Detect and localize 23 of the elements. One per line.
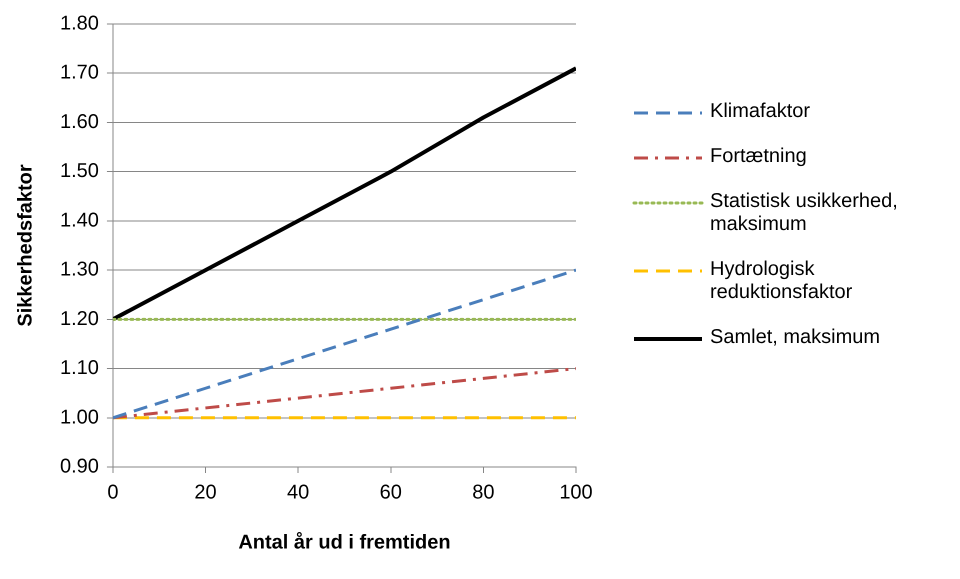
legend-label: Statistisk usikkerhed, maksimum: [710, 190, 899, 236]
y-tick-label: 0.90: [60, 456, 99, 478]
legend-label: Fortætning: [710, 145, 807, 168]
x-tick-label: 20: [194, 482, 217, 504]
x-tick-label: 60: [380, 482, 402, 504]
legend-label: Hydrologisk reduktionsfaktor: [710, 258, 854, 304]
legend-label: Klimafaktor: [710, 100, 810, 123]
y-tick-label: 1.40: [60, 209, 99, 232]
y-tick-label: 1.00: [60, 406, 99, 428]
y-axis-title: Sikkerhedsfaktor: [14, 164, 37, 327]
x-tick-label: 40: [287, 482, 310, 504]
y-tick-label: 1.10: [60, 357, 99, 380]
y-tick-label: 1.60: [60, 110, 99, 133]
x-tick-label: 100: [559, 482, 593, 504]
y-tick-label: 1.70: [60, 62, 99, 84]
y-tick-label: 1.80: [60, 12, 99, 35]
y-tick-label: 1.30: [60, 258, 99, 281]
y-tick-label: 1.50: [60, 160, 99, 182]
legend-label: Samlet, maksimum: [710, 326, 880, 349]
x-tick-label: 0: [107, 482, 118, 504]
x-tick-label: 80: [472, 482, 495, 504]
y-tick-label: 1.20: [60, 308, 99, 330]
x-axis-title: Antal år ud i fremtiden: [238, 532, 451, 554]
